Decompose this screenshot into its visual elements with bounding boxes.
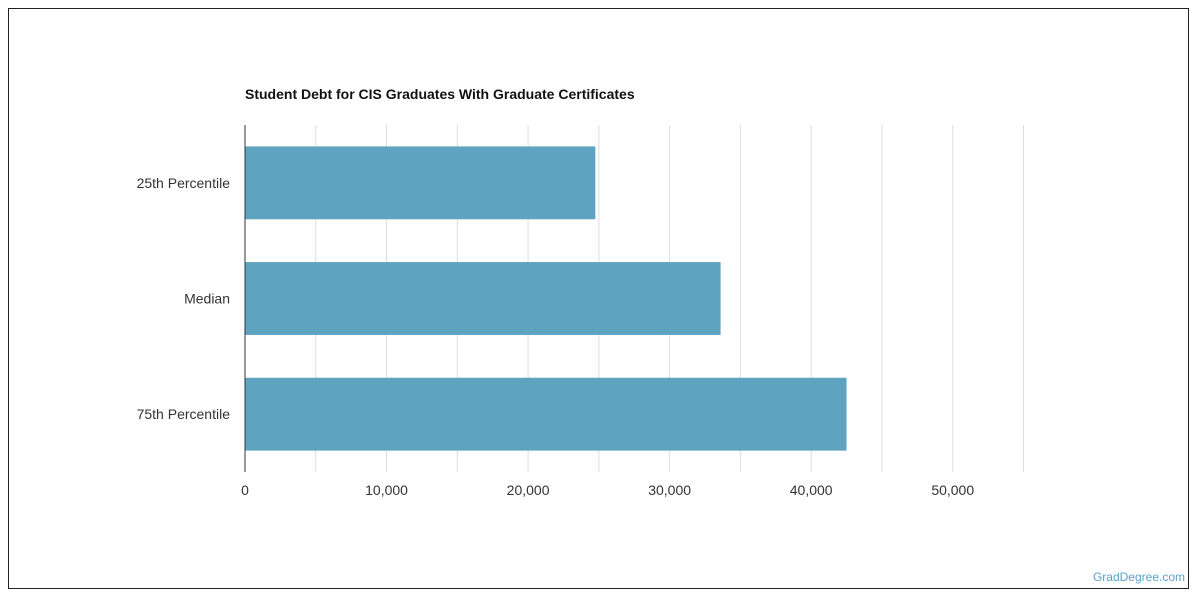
x-tick-label: 20,000: [507, 482, 550, 498]
bars: [245, 146, 847, 451]
x-tick-label: 40,000: [790, 482, 833, 498]
x-tick-labels: 0 10,000 20,000 30,000 40,000 50,000: [241, 482, 974, 498]
category-label: Median: [184, 291, 230, 307]
bar: [245, 262, 721, 335]
x-tick-label: 10,000: [365, 482, 408, 498]
category-label: 75th Percentile: [137, 406, 231, 422]
x-tick-label: 30,000: [648, 482, 691, 498]
x-tick-label: 0: [241, 482, 249, 498]
x-tick-label: 50,000: [931, 482, 974, 498]
category-label: 25th Percentile: [137, 175, 231, 191]
category-labels: 25th Percentile Median 75th Percentile: [137, 175, 231, 422]
watermark: GradDegree.com: [1092, 570, 1185, 584]
bar: [245, 146, 596, 220]
bar: [245, 377, 847, 451]
chart-title: Student Debt for CIS Graduates With Grad…: [245, 86, 635, 102]
